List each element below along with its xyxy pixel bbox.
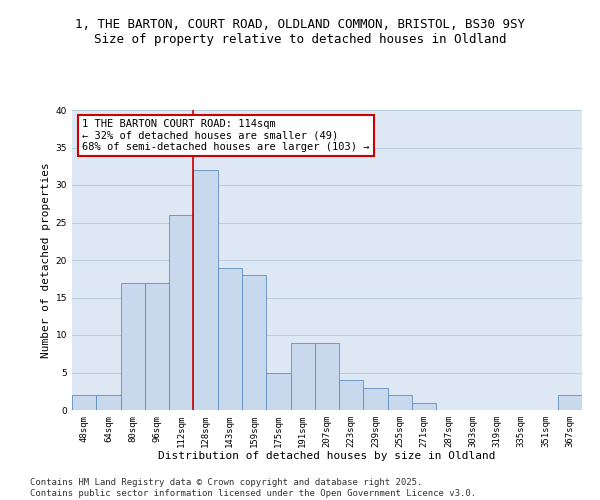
Text: Contains HM Land Registry data © Crown copyright and database right 2025.
Contai: Contains HM Land Registry data © Crown c… bbox=[30, 478, 476, 498]
Bar bbox=[121, 282, 145, 410]
Text: 1, THE BARTON, COURT ROAD, OLDLAND COMMON, BRISTOL, BS30 9SY: 1, THE BARTON, COURT ROAD, OLDLAND COMMO… bbox=[75, 18, 525, 30]
Bar bbox=[412, 402, 436, 410]
Bar bbox=[193, 170, 218, 410]
X-axis label: Distribution of detached houses by size in Oldland: Distribution of detached houses by size … bbox=[158, 452, 496, 462]
Bar bbox=[96, 395, 121, 410]
Text: 1 THE BARTON COURT ROAD: 114sqm
← 32% of detached houses are smaller (49)
68% of: 1 THE BARTON COURT ROAD: 114sqm ← 32% of… bbox=[82, 119, 370, 152]
Bar bbox=[242, 275, 266, 410]
Bar bbox=[339, 380, 364, 410]
Bar bbox=[266, 372, 290, 410]
Text: Size of property relative to detached houses in Oldland: Size of property relative to detached ho… bbox=[94, 32, 506, 46]
Bar bbox=[145, 282, 169, 410]
Bar bbox=[315, 342, 339, 410]
Y-axis label: Number of detached properties: Number of detached properties bbox=[41, 162, 52, 358]
Bar bbox=[218, 268, 242, 410]
Bar bbox=[290, 342, 315, 410]
Bar bbox=[558, 395, 582, 410]
Bar bbox=[72, 395, 96, 410]
Bar bbox=[388, 395, 412, 410]
Bar bbox=[364, 388, 388, 410]
Bar bbox=[169, 215, 193, 410]
